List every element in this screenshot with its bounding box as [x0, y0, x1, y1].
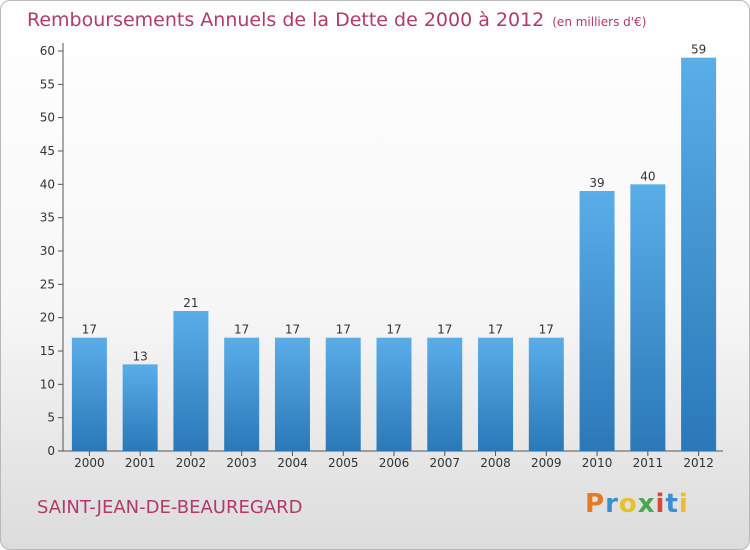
x-tick-label: 2002 [176, 456, 207, 470]
bar-value-label: 39 [589, 176, 604, 190]
proxiti-logo: Proxiti [585, 489, 689, 519]
bar [224, 337, 260, 451]
y-tick-label: 50 [40, 111, 55, 125]
bar-value-label: 17 [488, 323, 503, 337]
logo-letter: P [585, 489, 606, 519]
y-tick-label: 60 [40, 44, 55, 58]
y-tick-label: 40 [40, 177, 55, 191]
bar [376, 337, 412, 451]
x-tick-label: 2006 [379, 456, 410, 470]
x-tick-label: 2012 [683, 456, 714, 470]
y-tick-label: 5 [47, 411, 55, 425]
logo-letter: x [637, 489, 656, 519]
logo-letter: r [605, 489, 619, 519]
logo-letter: o [618, 489, 638, 519]
x-tick-label: 2001 [125, 456, 156, 470]
x-tick-label: 2007 [429, 456, 460, 470]
x-tick-label: 2004 [277, 456, 308, 470]
x-tick-label: 2009 [531, 456, 562, 470]
bar-value-label: 17 [539, 323, 554, 337]
bar [630, 184, 666, 452]
chart-subtitle: (en milliers d'€) [552, 15, 647, 29]
bar-value-label: 17 [386, 323, 401, 337]
logo-letter: t [665, 489, 679, 519]
bar [173, 311, 209, 451]
chart-title-text: Remboursements Annuels de la Dette de 20… [27, 9, 545, 31]
bar-value-label: 13 [133, 349, 148, 363]
bar-value-label: 59 [691, 43, 706, 57]
x-tick-label: 2008 [480, 456, 511, 470]
bar [427, 337, 463, 451]
x-tick-label: 2011 [633, 456, 664, 470]
x-tick-label: 2010 [582, 456, 613, 470]
y-tick-label: 45 [40, 144, 55, 158]
bar [579, 191, 615, 451]
bar-value-label: 17 [336, 323, 351, 337]
bar [71, 337, 107, 451]
x-tick-label: 2005 [328, 456, 359, 470]
bar-value-label: 17 [82, 323, 97, 337]
bar-value-label: 40 [640, 169, 655, 183]
bar [478, 337, 514, 451]
bar [325, 337, 361, 451]
y-tick-label: 55 [40, 77, 55, 91]
bar [274, 337, 310, 451]
y-tick-label: 20 [40, 311, 55, 325]
bar-value-label: 17 [285, 323, 300, 337]
y-tick-label: 15 [40, 344, 55, 358]
bar-value-label: 21 [183, 296, 198, 310]
chart-title: Remboursements Annuels de la Dette de 20… [27, 9, 646, 31]
logo-letter: i [655, 489, 666, 519]
commune-name: SAINT-JEAN-DE-BEAUREGARD [37, 497, 303, 518]
y-tick-label: 10 [40, 377, 55, 391]
bar [122, 364, 158, 451]
x-tick-label: 2000 [74, 456, 105, 470]
y-tick-label: 30 [40, 244, 55, 258]
bar-value-label: 17 [437, 323, 452, 337]
logo-letter: i [678, 489, 689, 519]
bar-value-label: 17 [234, 323, 249, 337]
y-tick-label: 0 [47, 444, 55, 458]
bar [528, 337, 564, 451]
y-tick-label: 25 [40, 277, 55, 291]
y-tick-label: 35 [40, 211, 55, 225]
bar [681, 57, 717, 452]
x-tick-label: 2003 [226, 456, 257, 470]
